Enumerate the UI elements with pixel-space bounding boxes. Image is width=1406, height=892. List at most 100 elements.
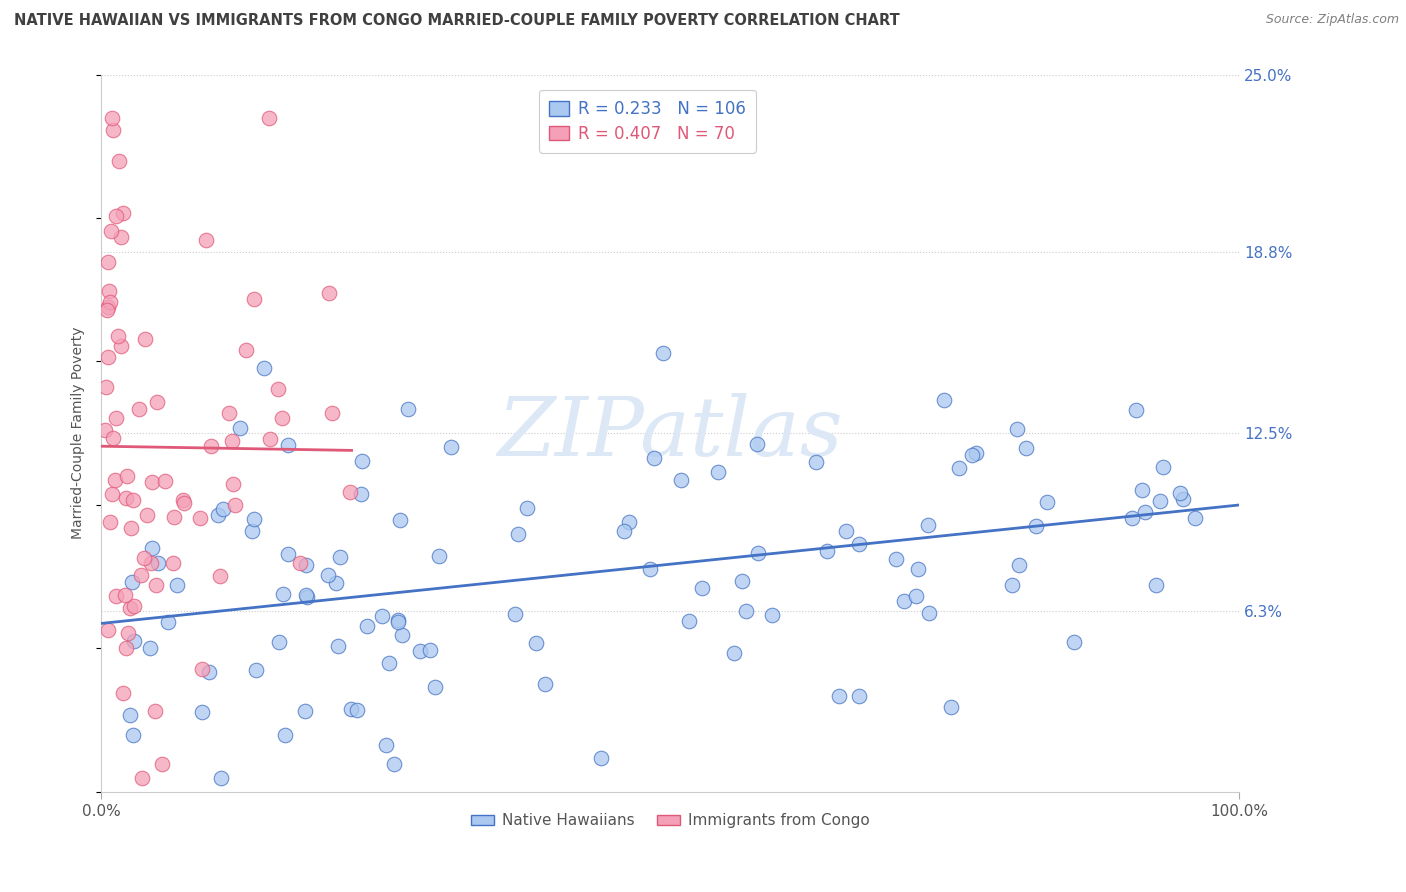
Point bbox=[104, 473, 127, 487]
Point bbox=[409, 644, 432, 658]
Point bbox=[114, 491, 136, 505]
Point bbox=[321, 406, 343, 420]
Point bbox=[259, 433, 281, 447]
Point bbox=[97, 351, 120, 365]
Point bbox=[245, 664, 267, 678]
Point bbox=[329, 550, 352, 565]
Point bbox=[207, 508, 229, 522]
Point bbox=[118, 708, 141, 723]
Point bbox=[941, 699, 963, 714]
Point bbox=[294, 588, 316, 602]
Point bbox=[295, 590, 318, 604]
Point bbox=[138, 641, 160, 656]
Point bbox=[94, 423, 117, 437]
Point bbox=[848, 537, 870, 551]
Point bbox=[325, 575, 347, 590]
Point bbox=[141, 475, 163, 489]
Point bbox=[350, 486, 373, 500]
Point bbox=[589, 751, 612, 765]
Point bbox=[110, 339, 132, 353]
Point bbox=[271, 410, 294, 425]
Point bbox=[391, 628, 413, 642]
Point bbox=[212, 501, 235, 516]
Point bbox=[378, 656, 401, 670]
Point bbox=[188, 511, 211, 525]
Point bbox=[388, 513, 411, 527]
Point bbox=[934, 392, 956, 407]
Point bbox=[427, 549, 450, 563]
Point bbox=[143, 704, 166, 718]
Point bbox=[173, 496, 195, 510]
Point bbox=[886, 552, 908, 566]
Point bbox=[243, 293, 266, 307]
Point bbox=[96, 303, 118, 318]
Point bbox=[1008, 558, 1031, 573]
Point bbox=[638, 562, 661, 576]
Point bbox=[948, 461, 970, 475]
Point bbox=[221, 434, 243, 449]
Point bbox=[396, 401, 419, 416]
Point bbox=[115, 640, 138, 655]
Point bbox=[134, 332, 156, 346]
Point bbox=[131, 771, 153, 785]
Point bbox=[804, 455, 827, 469]
Point bbox=[277, 437, 299, 451]
Point bbox=[294, 704, 316, 718]
Point bbox=[200, 439, 222, 453]
Point bbox=[277, 547, 299, 561]
Point bbox=[139, 557, 162, 571]
Point bbox=[194, 233, 217, 247]
Point bbox=[652, 346, 675, 360]
Point bbox=[101, 123, 124, 137]
Point bbox=[146, 395, 169, 409]
Point bbox=[707, 465, 730, 479]
Point bbox=[328, 639, 350, 653]
Point bbox=[235, 343, 257, 358]
Point bbox=[97, 255, 120, 269]
Point bbox=[747, 546, 769, 560]
Point bbox=[190, 662, 212, 676]
Point bbox=[375, 738, 398, 752]
Point bbox=[1125, 402, 1147, 417]
Point bbox=[105, 209, 128, 223]
Point bbox=[524, 636, 547, 650]
Point bbox=[145, 578, 167, 592]
Point bbox=[134, 551, 156, 566]
Point bbox=[208, 569, 231, 583]
Point bbox=[163, 510, 186, 524]
Point bbox=[352, 454, 374, 468]
Point bbox=[121, 727, 143, 741]
Point bbox=[100, 111, 122, 125]
Text: NATIVE HAWAIIAN VS IMMIGRANTS FROM CONGO MARRIED-COUPLE FAMILY POVERTY CORRELATI: NATIVE HAWAIIAN VS IMMIGRANTS FROM CONGO… bbox=[14, 13, 900, 29]
Point bbox=[1135, 505, 1157, 519]
Point bbox=[209, 771, 232, 785]
Text: ZIPatlas: ZIPatlas bbox=[498, 393, 844, 474]
Point bbox=[735, 604, 758, 618]
Point bbox=[761, 607, 783, 622]
Point bbox=[94, 380, 117, 394]
Point bbox=[295, 558, 318, 572]
Point bbox=[218, 406, 240, 420]
Point bbox=[114, 588, 136, 602]
Point bbox=[162, 556, 184, 570]
Point bbox=[105, 411, 128, 425]
Point bbox=[508, 526, 530, 541]
Point bbox=[117, 469, 139, 483]
Point bbox=[425, 681, 447, 695]
Point bbox=[253, 361, 276, 376]
Point bbox=[907, 562, 929, 576]
Point bbox=[815, 544, 838, 558]
Point bbox=[112, 686, 135, 700]
Point bbox=[669, 473, 692, 487]
Point bbox=[146, 556, 169, 570]
Point bbox=[346, 703, 368, 717]
Point bbox=[834, 524, 856, 539]
Point bbox=[98, 516, 121, 530]
Y-axis label: Married-Couple Family Poverty: Married-Couple Family Poverty bbox=[72, 327, 86, 540]
Point bbox=[960, 448, 983, 462]
Point bbox=[690, 581, 713, 595]
Point bbox=[316, 567, 339, 582]
Point bbox=[1171, 491, 1194, 506]
Point bbox=[191, 705, 214, 719]
Point bbox=[503, 607, 526, 622]
